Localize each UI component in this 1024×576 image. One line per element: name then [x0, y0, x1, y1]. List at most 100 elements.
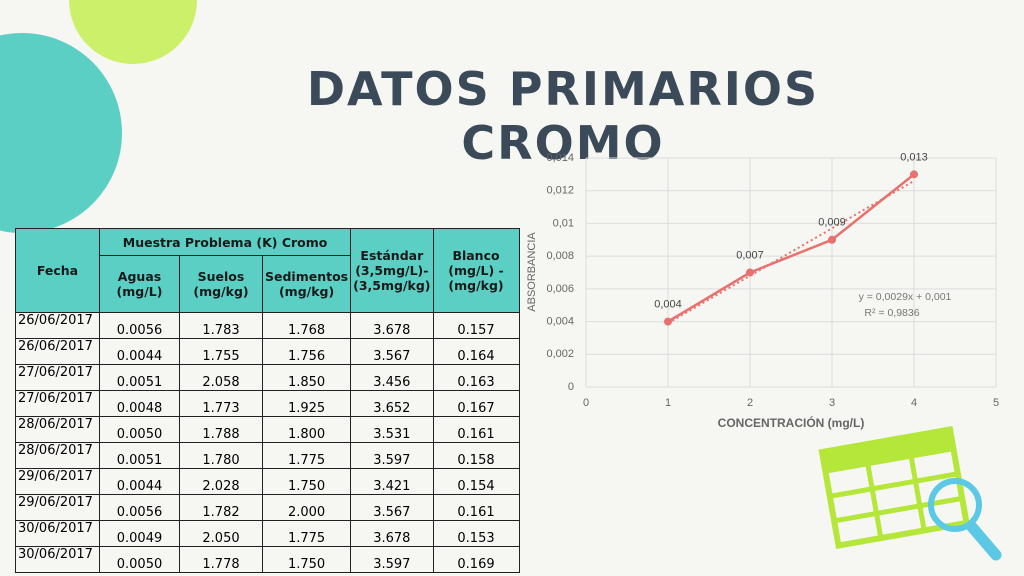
header-cell: Suelos (mg/kg) — [179, 255, 263, 313]
value-cell: 2.050 — [179, 520, 263, 547]
x-tick-label: 3 — [829, 397, 835, 409]
date-cell: 27/06/2017 — [15, 390, 100, 417]
value-cell: 0.164 — [432, 338, 520, 365]
y-tick-label: 0,012 — [546, 185, 574, 197]
date-cell: 29/06/2017 — [15, 494, 100, 521]
value-cell: 1.850 — [261, 364, 352, 391]
trendline — [667, 180, 915, 325]
y-tick-label: 0,01 — [553, 217, 574, 229]
header-cell: Aguas (mg/L) — [99, 255, 180, 313]
table-row: 27/06/2017 0.0051 2.058 1.850 3.456 0.163 — [15, 364, 520, 391]
value-cell: 2.058 — [179, 364, 263, 391]
y-tick-label: 0,006 — [546, 283, 574, 295]
value-cell: 3.531 — [350, 416, 434, 443]
date-cell: 30/06/2017 — [15, 546, 100, 573]
value-cell: 0.0044 — [99, 468, 180, 495]
date-cell: 28/06/2017 — [15, 416, 100, 443]
value-cell: 3.567 — [350, 494, 434, 521]
table-row: 28/06/2017 0.0051 1.780 1.775 3.597 0.158 — [15, 442, 520, 469]
y-axis-label: ABSORBANCIA — [526, 232, 538, 312]
value-cell: 1.783 — [179, 312, 263, 339]
x-tick-label: 0 — [583, 397, 589, 409]
date-cell: 26/06/2017 — [15, 338, 100, 365]
x-tick-label: 2 — [747, 397, 753, 409]
value-cell: 0.157 — [432, 312, 520, 339]
trendline-r2: R² = 0,9836 — [864, 307, 919, 319]
value-cell: 3.456 — [350, 364, 434, 391]
header-cell: Sedimentos (mg/kg) — [261, 255, 352, 313]
header-cell: Fecha — [15, 228, 100, 313]
value-cell: 1.778 — [179, 546, 263, 573]
value-cell: 2.000 — [261, 494, 352, 521]
value-cell: 1.800 — [261, 416, 352, 443]
date-cell: 26/06/2017 — [15, 312, 100, 339]
value-cell: 0.0050 — [99, 416, 180, 443]
value-cell: 3.421 — [350, 468, 434, 495]
table-row: 28/06/2017 0.0050 1.788 1.800 3.531 0.161 — [15, 416, 520, 443]
value-cell: 3.597 — [350, 546, 434, 573]
date-cell: 30/06/2017 — [15, 520, 100, 547]
date-cell: 28/06/2017 — [15, 442, 100, 469]
data-label: 0,013 — [900, 151, 928, 163]
header-cell: Blanco (mg/L) - (mg/kg) — [432, 228, 520, 313]
value-cell: 0.158 — [432, 442, 520, 469]
teal-circle — [0, 33, 122, 233]
y-tick-label: 0,014 — [546, 152, 574, 164]
x-tick-label: 4 — [911, 397, 917, 409]
value-cell: 0.0056 — [99, 312, 180, 339]
value-cell: 3.678 — [350, 312, 434, 339]
value-cell: 0.0051 — [99, 364, 180, 391]
slide-title: DATOS PRIMARIOS CROMO — [306, 62, 820, 170]
value-cell: 2.028 — [179, 468, 263, 495]
table-row: 29/06/2017 0.0056 1.782 2.000 3.567 0.161 — [15, 494, 520, 521]
data-point — [828, 235, 836, 244]
data-point — [910, 170, 918, 179]
trendline-equation: y = 0,0029x + 0,001 — [859, 291, 952, 303]
header-cell: Estándar (3,5mg/L)-(3,5mg/kg) — [350, 228, 434, 313]
y-tick-label: 0,008 — [546, 250, 574, 262]
value-cell: 0.167 — [432, 390, 520, 417]
table-row: 27/06/2017 0.0048 1.773 1.925 3.652 0.167 — [15, 390, 520, 417]
data-label: 0,009 — [818, 217, 846, 229]
data-point — [664, 317, 672, 326]
data-point — [746, 268, 754, 277]
value-cell: 1.750 — [261, 546, 352, 573]
date-cell: 29/06/2017 — [15, 468, 100, 495]
value-cell: 3.652 — [350, 390, 434, 417]
table-icon — [818, 425, 970, 550]
y-tick-label: 0,002 — [546, 348, 574, 360]
value-cell: 0.161 — [432, 416, 520, 443]
table-row: 29/06/2017 0.0044 2.028 1.750 3.421 0.154 — [15, 468, 520, 495]
value-cell: 1.925 — [261, 390, 352, 417]
value-cell: 0.169 — [432, 546, 520, 573]
value-cell: 1.750 — [261, 468, 352, 495]
table-row: 30/06/2017 0.0050 1.778 1.750 3.597 0.169 — [15, 546, 520, 573]
value-cell: 1.775 — [261, 442, 352, 469]
value-cell: 0.0056 — [99, 494, 180, 521]
data-label: 0,004 — [654, 298, 682, 310]
value-cell: 0.163 — [432, 364, 520, 391]
value-cell: 1.782 — [179, 494, 263, 521]
data-table: Fecha Muestra Problema (K) Cromo Estánda… — [15, 228, 520, 573]
magnifier-icon — [928, 478, 1002, 561]
table-body: 26/06/2017 0.0056 1.783 1.768 3.678 0.157 26/0… — [15, 312, 520, 573]
value-cell: 3.567 — [350, 338, 434, 365]
value-cell: 0.0044 — [99, 338, 180, 365]
chart: ABSORBANCIA CONCENTRACIÓN (mg/L) 0 0,002 0… — [526, 151, 999, 430]
value-cell: 1.775 — [261, 520, 352, 547]
value-cell: 1.756 — [261, 338, 352, 365]
value-cell: 0.161 — [432, 494, 520, 521]
data-label: 0,007 — [736, 249, 764, 261]
header-cell: Muestra Problema (K) Cromo — [98, 228, 352, 256]
value-cell: 3.597 — [350, 442, 434, 469]
value-cell: 1.780 — [179, 442, 263, 469]
value-cell: 0.0050 — [99, 546, 180, 573]
value-cell: 1.768 — [261, 312, 352, 339]
value-cell: 0.0048 — [99, 390, 180, 417]
x-tick-label: 5 — [993, 397, 999, 409]
lime-circle — [69, 0, 197, 64]
value-cell: 0.0049 — [99, 520, 180, 547]
date-cell: 27/06/2017 — [15, 364, 100, 391]
